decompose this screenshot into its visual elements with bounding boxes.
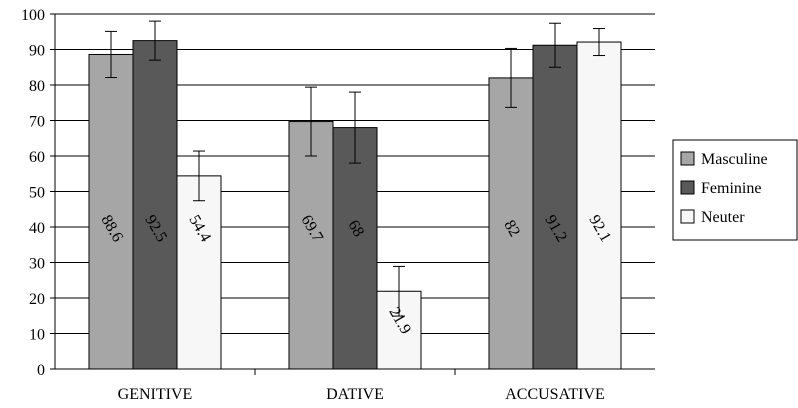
- y-tick-label: 100: [21, 7, 45, 24]
- error-bars: [105, 20, 605, 317]
- y-axis: 0 10 20 30 40 50 60 70 80 90 100: [21, 7, 56, 379]
- y-tick-label: 60: [29, 149, 45, 166]
- y-tick-label: 90: [29, 43, 45, 60]
- y-tick-label: 50: [29, 185, 45, 202]
- y-tick-label: 20: [29, 291, 45, 308]
- y-tick-label: 30: [29, 256, 45, 273]
- x-category-label: ACCUSATIVE: [505, 386, 605, 403]
- x-axis: GENITIVE DATIVE ACCUSATIVE: [55, 368, 655, 403]
- bar-neuter-accusative: [576, 41, 622, 370]
- legend-label: Feminine: [701, 180, 761, 197]
- legend-swatch: [680, 180, 695, 195]
- y-tick-label: 0: [37, 362, 45, 379]
- bar-masculine-dative: [288, 121, 334, 370]
- y-tick-label: 80: [29, 78, 45, 95]
- bar-feminine-accusative: [532, 44, 578, 370]
- x-category-label: GENITIVE: [118, 386, 193, 403]
- data-label: 82: [500, 217, 523, 239]
- bar-feminine-dative: [332, 127, 378, 370]
- legend: Masculine Feminine Neuter: [672, 139, 798, 241]
- bar-feminine-genitive: [132, 40, 178, 370]
- legend-label: Neuter: [701, 209, 745, 226]
- legend-swatch: [680, 209, 695, 224]
- legend-label: Masculine: [701, 151, 768, 168]
- y-tick-label: 40: [29, 220, 45, 237]
- bars: [88, 40, 622, 370]
- y-tick-label: 10: [29, 327, 45, 344]
- bar-masculine-accusative: [488, 77, 534, 370]
- legend-swatch: [680, 151, 695, 166]
- bar-neuter-genitive: [176, 175, 222, 370]
- data-label: 68: [344, 217, 367, 239]
- y-tick-label: 70: [29, 114, 45, 131]
- x-category-label: DATIVE: [326, 386, 384, 403]
